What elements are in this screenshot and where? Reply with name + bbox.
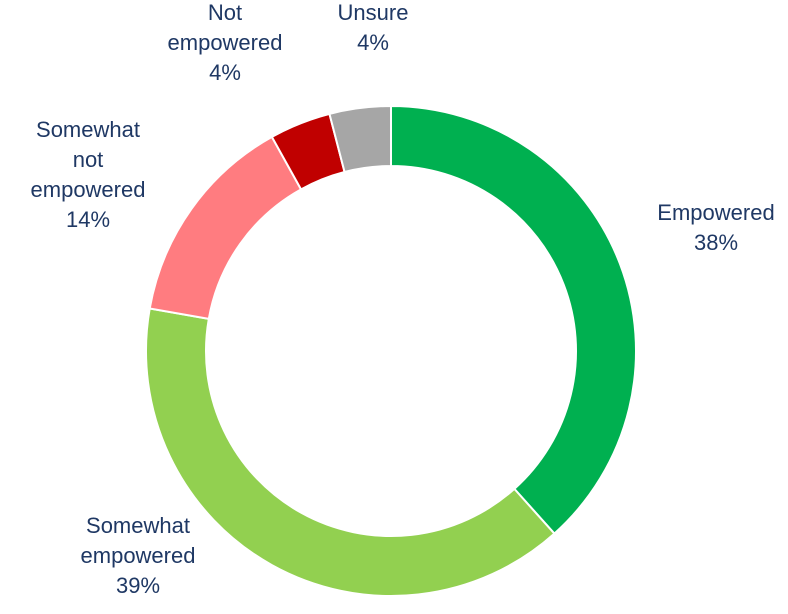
data-label-unsure: Unsure 4% <box>338 0 409 55</box>
data-label-line: empowered <box>168 30 283 55</box>
data-label-line: Unsure <box>338 0 409 25</box>
data-label-not-empowered: Not empowered 4% <box>168 0 283 85</box>
slice-somewhat-not-empowered <box>148 135 303 321</box>
data-label-line: Empowered <box>657 200 774 225</box>
slice-unsure <box>328 104 392 174</box>
chart-slices <box>145 104 637 597</box>
data-label-line: empowered <box>81 543 196 568</box>
slice-somewhat-empowered <box>145 307 556 597</box>
slice-empowered <box>390 104 637 536</box>
data-label-somewhat-empowered: Somewhat empowered 39% <box>81 513 196 598</box>
data-label-line: 39% <box>116 573 160 598</box>
data-label-line: Somewhat <box>36 117 140 142</box>
data-label-line: 4% <box>209 60 241 85</box>
data-label-line: not <box>73 147 104 172</box>
data-label-line: empowered <box>31 177 146 202</box>
data-label-line: 4% <box>357 30 389 55</box>
chart-labels: Empowered 38%Somewhat empowered 39%Somewhat… <box>31 0 775 598</box>
data-label-empowered: Empowered 38% <box>657 200 774 255</box>
data-label-somewhat-not-empowered: Somewhat not empowered 14% <box>31 117 146 232</box>
data-label-line: 14% <box>66 207 110 232</box>
data-label-line: Somewhat <box>86 513 190 538</box>
data-label-line: 38% <box>694 230 738 255</box>
data-label-line: Not <box>208 0 242 25</box>
